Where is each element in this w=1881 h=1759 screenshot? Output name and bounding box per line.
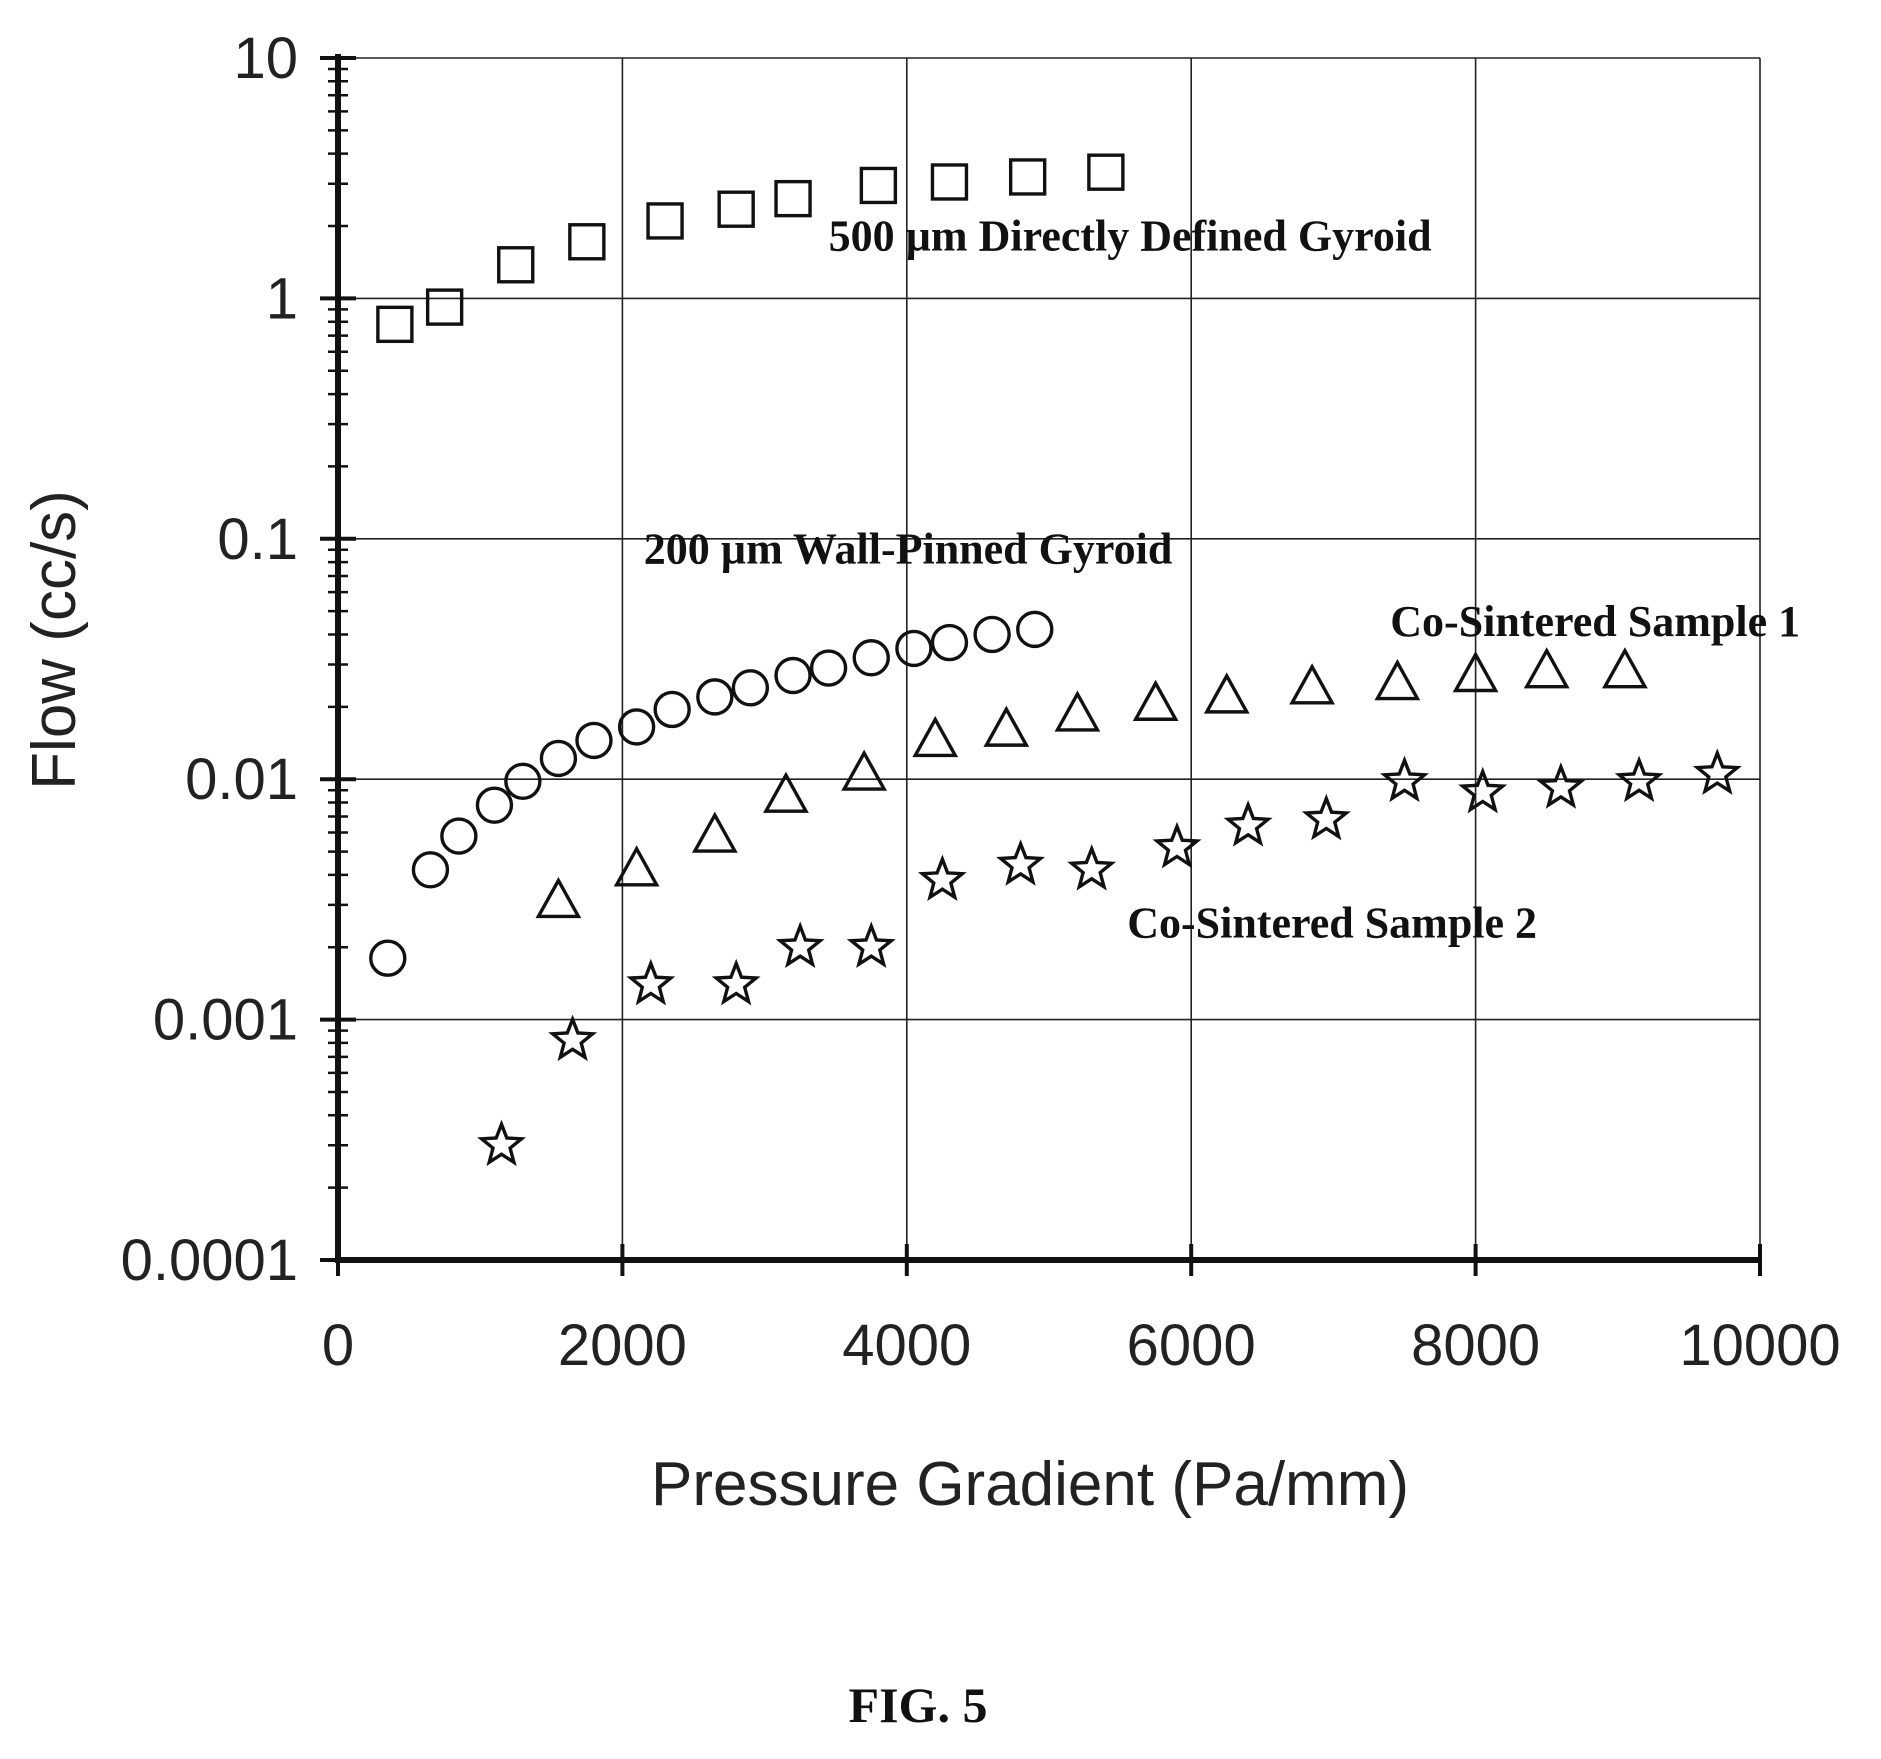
triangle-marker — [912, 715, 959, 758]
triangle-marker — [1374, 659, 1421, 701]
square-marker — [1087, 153, 1125, 191]
y-tick-label: 0.001 — [153, 988, 298, 1053]
square-marker — [425, 288, 464, 326]
triangle-marker — [763, 771, 809, 813]
circle-marker — [696, 678, 734, 716]
series-annotation: 200 µm Wall-Pinned Gyroid — [644, 524, 1173, 573]
star-marker — [1692, 748, 1742, 795]
star-marker — [775, 921, 825, 969]
x-axis-title: Pressure Gradient (Pa/mm) — [651, 1450, 1409, 1519]
circle-marker — [617, 708, 656, 746]
x-tick-label: 2000 — [558, 1313, 687, 1378]
y-tick-label: 0.01 — [185, 747, 298, 812]
star-marker — [1301, 793, 1351, 841]
circle-marker — [809, 649, 848, 687]
star-marker — [917, 854, 967, 902]
data-points — [369, 153, 1742, 1167]
circle-marker — [575, 721, 613, 760]
circle-marker — [930, 623, 969, 662]
x-tick-label: 4000 — [842, 1313, 971, 1378]
circle-marker — [411, 851, 450, 889]
circle-marker — [973, 615, 1011, 654]
square-marker — [774, 179, 812, 218]
y-tick-label: 1 — [266, 266, 298, 331]
square-marker — [497, 246, 535, 284]
square-marker — [1008, 158, 1047, 196]
grid — [338, 57, 1761, 1260]
triangle-marker — [1452, 650, 1499, 693]
square-marker — [859, 166, 898, 205]
star-marker — [996, 839, 1045, 886]
circle-marker — [1016, 610, 1054, 649]
triangle-marker — [1602, 647, 1648, 689]
axes — [320, 54, 1762, 1276]
series-annotations: 500 µm Directly Defined Gyroid 200 µm Wal… — [644, 212, 1800, 948]
x-tick-label: 10000 — [1679, 1313, 1840, 1378]
y-tick-label: 0.1 — [217, 507, 298, 572]
star-marker — [1536, 762, 1586, 809]
circle-marker — [653, 690, 691, 729]
triangle-marker — [613, 845, 660, 887]
triangle-marker — [691, 811, 738, 853]
triangle-marker — [1289, 663, 1335, 705]
star-marker — [846, 921, 896, 969]
star-marker — [626, 958, 676, 1006]
triangle-marker — [1054, 690, 1101, 732]
circle-marker — [539, 739, 578, 778]
star-marker — [1223, 800, 1273, 847]
circle-marker — [774, 656, 812, 695]
circle-marker — [731, 669, 770, 707]
triangle-marker — [1523, 647, 1570, 689]
circle-marker — [475, 786, 514, 824]
square-marker — [568, 223, 606, 261]
y-tick-label: 0.0001 — [121, 1228, 298, 1293]
y-axis-title: Flow (cc/s) — [20, 490, 89, 790]
y-tick-label: 10 — [233, 26, 298, 91]
star-marker — [1458, 766, 1508, 814]
square-marker — [376, 305, 414, 344]
triangle-marker — [841, 749, 888, 791]
star-marker — [1380, 755, 1429, 803]
triangle-marker — [1132, 679, 1179, 721]
series-annotation: 500 µm Directly Defined Gyroid — [829, 212, 1432, 261]
series-annotation: Co-Sintered Sample 2 — [1127, 898, 1537, 947]
circle-marker — [895, 629, 933, 668]
figure-label: FIG. 5 — [849, 1677, 988, 1733]
star-marker — [711, 958, 761, 1006]
square-marker — [717, 190, 755, 228]
x-tick-label: 0 — [322, 1313, 354, 1378]
series-annotation: Co-Sintered Sample 1 — [1390, 597, 1800, 646]
star-marker — [1152, 821, 1202, 869]
x-tick-label: 6000 — [1127, 1313, 1256, 1378]
x-tick-label: 8000 — [1411, 1313, 1540, 1378]
circle-marker — [369, 939, 407, 977]
tick-labels: 0 2000 4000 6000 8000 10000 0.0001 0.001 0.01 0.1… — [121, 26, 1841, 1378]
star-marker — [1614, 755, 1664, 803]
triangle-marker — [535, 876, 582, 919]
square-marker — [930, 163, 969, 201]
circle-marker — [852, 639, 890, 677]
star-marker — [1067, 844, 1117, 891]
circle-marker — [440, 817, 478, 855]
star-marker — [477, 1119, 526, 1167]
triangle-marker — [1203, 672, 1250, 714]
triangle-marker — [983, 705, 1030, 747]
circle-marker — [504, 762, 542, 801]
star-marker — [548, 1014, 598, 1062]
square-marker — [646, 202, 684, 240]
